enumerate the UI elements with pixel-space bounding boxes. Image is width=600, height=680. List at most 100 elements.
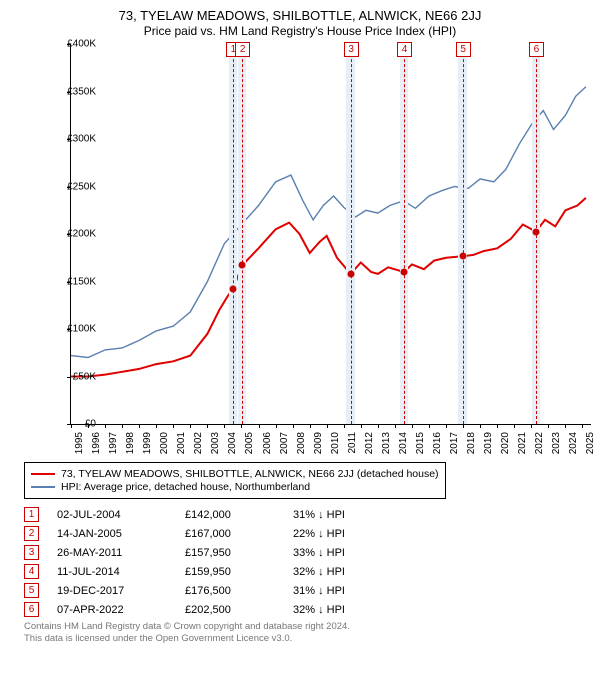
y-axis-label: £250K: [36, 181, 96, 192]
sales-table: 1 02-JUL-2004 £142,000 31% ↓ HPI 2 14-JAN-200…: [24, 507, 590, 617]
legend-label-property: 73, TYELAW MEADOWS, SHILBOTTLE, ALNWICK,…: [61, 468, 439, 480]
footnote-line-1: Contains HM Land Registry data © Crown c…: [24, 621, 590, 633]
x-axis-label: 2024: [568, 432, 579, 454]
chart-title: 73, TYELAW MEADOWS, SHILBOTTLE, ALNWICK,…: [10, 8, 590, 23]
x-axis-label: 2016: [432, 432, 443, 454]
sale-index: 4: [24, 564, 39, 579]
sale-index: 3: [24, 545, 39, 560]
chart-subtitle: Price paid vs. HM Land Registry's House …: [10, 24, 590, 38]
y-axis-label: £400K: [36, 39, 96, 50]
x-axis-label: 2009: [313, 432, 324, 454]
x-axis-label: 2022: [534, 432, 545, 454]
y-axis-label: £100K: [36, 324, 96, 335]
sale-row: 1 02-JUL-2004 £142,000 31% ↓ HPI: [24, 507, 590, 522]
figure: { "title":"73, TYELAW MEADOWS, SHILBOTTL…: [0, 0, 600, 680]
sale-point: [347, 270, 354, 277]
sale-row: 2 14-JAN-2005 £167,000 22% ↓ HPI: [24, 526, 590, 541]
sale-price: £142,000: [185, 509, 275, 521]
x-axis-label: 2012: [364, 432, 375, 454]
sale-index: 5: [24, 583, 39, 598]
x-axis-label: 2003: [210, 432, 221, 454]
sale-point: [400, 269, 407, 276]
sale-row: 3 26-MAY-2011 £157,950 33% ↓ HPI: [24, 545, 590, 560]
x-axis-label: 2007: [279, 432, 290, 454]
chart-area: £0£50K£100K£150K£200K£250K£300K£350K£400…: [40, 44, 600, 454]
y-axis-label: £300K: [36, 134, 96, 145]
x-axis-label: 2025: [585, 432, 596, 454]
line-layer: [71, 44, 591, 424]
x-axis-label: 2023: [551, 432, 562, 454]
sale-diff: 31% ↓ HPI: [293, 585, 393, 597]
x-axis-label: 2004: [227, 432, 238, 454]
x-axis-label: 1997: [108, 432, 119, 454]
sale-diff: 32% ↓ HPI: [293, 566, 393, 578]
y-axis-label: £350K: [36, 86, 96, 97]
sale-index: 2: [24, 526, 39, 541]
sale-row: 5 19-DEC-2017 £176,500 31% ↓ HPI: [24, 583, 590, 598]
x-axis-label: 2010: [330, 432, 341, 454]
x-axis-label: 1996: [91, 432, 102, 454]
sale-price: £157,950: [185, 547, 275, 559]
sale-row: 6 07-APR-2022 £202,500 32% ↓ HPI: [24, 602, 590, 617]
x-axis-label: 2018: [466, 432, 477, 454]
sale-marker: 4: [397, 42, 412, 57]
footnote: Contains HM Land Registry data © Crown c…: [24, 621, 590, 645]
series-hpi: [71, 87, 586, 358]
legend-item-hpi: HPI: Average price, detached house, Nort…: [31, 481, 439, 493]
y-axis-label: £200K: [36, 229, 96, 240]
y-axis-label: £0: [36, 419, 96, 430]
plot-region: £0£50K£100K£150K£200K£250K£300K£350K£400…: [70, 44, 591, 425]
sale-point: [532, 228, 539, 235]
x-axis-label: 2000: [159, 432, 170, 454]
x-axis-label: 2005: [244, 432, 255, 454]
sale-index: 6: [24, 602, 39, 617]
x-axis-label: 2014: [398, 432, 409, 454]
sale-date: 11-JUL-2014: [57, 566, 167, 578]
sale-price: £176,500: [185, 585, 275, 597]
x-axis-label: 1999: [142, 432, 153, 454]
x-axis-label: 2020: [500, 432, 511, 454]
sale-marker: 5: [456, 42, 471, 57]
x-axis-label: 2021: [517, 432, 528, 454]
y-axis-label: £150K: [36, 276, 96, 287]
x-axis-label: 2011: [347, 432, 358, 454]
legend-label-hpi: HPI: Average price, detached house, Nort…: [61, 481, 310, 493]
legend-item-property: 73, TYELAW MEADOWS, SHILBOTTLE, ALNWICK,…: [31, 468, 439, 480]
legend-swatch-hpi: [31, 486, 55, 488]
sale-marker: 2: [235, 42, 250, 57]
sale-marker: 3: [344, 42, 359, 57]
sale-index: 1: [24, 507, 39, 522]
series-property: [71, 198, 586, 377]
sale-diff: 33% ↓ HPI: [293, 547, 393, 559]
x-axis-label: 1998: [125, 432, 136, 454]
y-axis-label: £50K: [36, 371, 96, 382]
sale-date: 07-APR-2022: [57, 604, 167, 616]
x-axis-label: 2008: [296, 432, 307, 454]
x-axis-label: 2013: [381, 432, 392, 454]
sale-point: [459, 253, 466, 260]
sale-price: £167,000: [185, 528, 275, 540]
sale-price: £159,950: [185, 566, 275, 578]
sale-date: 26-MAY-2011: [57, 547, 167, 559]
sale-diff: 22% ↓ HPI: [293, 528, 393, 540]
sale-row: 4 11-JUL-2014 £159,950 32% ↓ HPI: [24, 564, 590, 579]
sale-date: 02-JUL-2004: [57, 509, 167, 521]
sale-marker: 6: [529, 42, 544, 57]
sale-date: 14-JAN-2005: [57, 528, 167, 540]
x-axis-label: 2001: [176, 432, 187, 454]
sale-point: [229, 286, 236, 293]
sale-date: 19-DEC-2017: [57, 585, 167, 597]
sale-price: £202,500: [185, 604, 275, 616]
legend-swatch-property: [31, 473, 55, 475]
x-axis-label: 2015: [415, 432, 426, 454]
x-axis-label: 2002: [193, 432, 204, 454]
x-axis-label: 2017: [449, 432, 460, 454]
x-axis-label: 2019: [483, 432, 494, 454]
sale-point: [239, 262, 246, 269]
legend: 73, TYELAW MEADOWS, SHILBOTTLE, ALNWICK,…: [24, 462, 446, 499]
sale-diff: 32% ↓ HPI: [293, 604, 393, 616]
x-axis-label: 1995: [74, 432, 85, 454]
x-axis-label: 2006: [262, 432, 273, 454]
sale-diff: 31% ↓ HPI: [293, 509, 393, 521]
footnote-line-2: This data is licensed under the Open Gov…: [24, 633, 590, 645]
